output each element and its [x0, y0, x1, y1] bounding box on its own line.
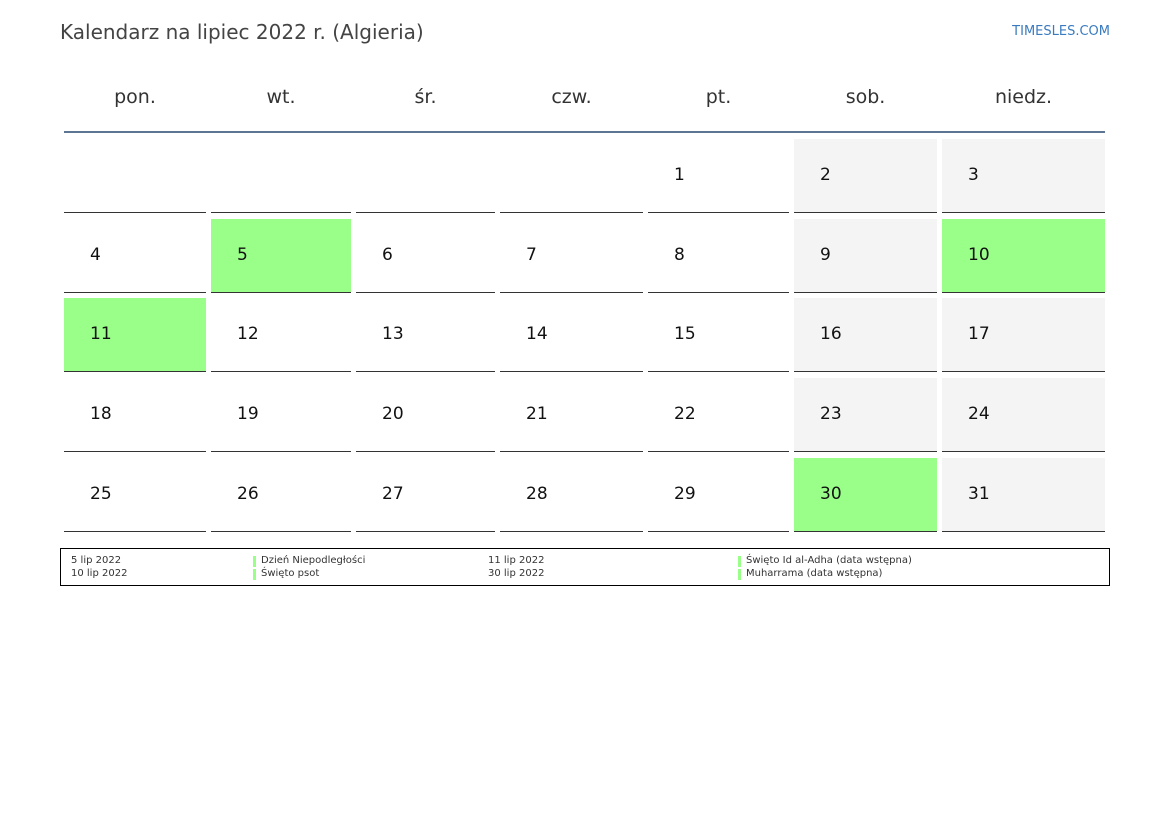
day-cell: 1 [648, 139, 789, 213]
day-cell: 29 [648, 458, 789, 532]
day-cell: 30 [794, 458, 937, 532]
day-number: 17 [968, 324, 990, 344]
day-number: 20 [382, 404, 404, 424]
day-cell: 16 [794, 298, 937, 372]
day-cell: 3 [942, 139, 1105, 213]
day-cell: 19 [211, 378, 351, 452]
day-number: 28 [526, 484, 548, 504]
day-cell: 17 [942, 298, 1105, 372]
holiday-date: 30 lip 2022 [488, 568, 545, 579]
header-rule [64, 131, 1105, 133]
day-number: 13 [382, 324, 404, 344]
day-cell: 9 [794, 219, 937, 293]
day-number: 31 [968, 484, 990, 504]
holiday-name: Muharrama (data wstępna) [746, 568, 883, 579]
day-cell: 12 [211, 298, 351, 372]
holiday-name: Święto psot [261, 568, 320, 579]
weekday-label: sob. [845, 86, 886, 108]
day-cell [356, 139, 495, 213]
weekday-label: śr. [414, 86, 437, 108]
day-number: 30 [820, 484, 842, 504]
day-cell [64, 139, 206, 213]
weekday-label: niedz. [994, 86, 1053, 108]
day-number: 27 [382, 484, 404, 504]
day-number: 29 [674, 484, 696, 504]
day-number: 9 [820, 245, 831, 265]
day-cell: 14 [500, 298, 643, 372]
day-cell [500, 139, 643, 213]
day-cell: 8 [648, 219, 789, 293]
site-link[interactable]: TIMESLES.COM [1012, 24, 1110, 39]
holiday-date: 10 lip 2022 [71, 568, 128, 579]
day-cell: 31 [942, 458, 1105, 532]
holiday-name: Dzień Niepodległości [261, 555, 366, 566]
day-cell: 26 [211, 458, 351, 532]
day-number: 2 [820, 165, 831, 185]
holiday-date: 11 lip 2022 [488, 555, 545, 566]
holiday-marker [253, 569, 256, 580]
day-number: 7 [526, 245, 537, 265]
day-number: 26 [237, 484, 259, 504]
day-cell: 27 [356, 458, 495, 532]
day-number: 11 [90, 324, 112, 344]
day-number: 1 [674, 165, 685, 185]
weekday-label: pon. [114, 86, 156, 108]
day-number: 19 [237, 404, 259, 424]
day-number: 3 [968, 165, 979, 185]
day-number: 16 [820, 324, 842, 344]
day-number: 23 [820, 404, 842, 424]
day-cell [211, 139, 351, 213]
day-number: 4 [90, 245, 101, 265]
day-number: 6 [382, 245, 393, 265]
day-cell: 22 [648, 378, 789, 452]
day-cell: 5 [211, 219, 351, 293]
holiday-date: 5 lip 2022 [71, 555, 122, 566]
day-number: 14 [526, 324, 548, 344]
title: Kalendarz na lipiec 2022 r. (Algieria) [60, 20, 424, 44]
day-cell: 13 [356, 298, 495, 372]
weekday-label: pt. [705, 86, 732, 108]
day-cell: 23 [794, 378, 937, 452]
holiday-marker [738, 556, 741, 567]
day-number: 12 [237, 324, 259, 344]
day-cell: 15 [648, 298, 789, 372]
weekday-label: wt. [266, 86, 296, 108]
day-cell: 28 [500, 458, 643, 532]
day-number: 22 [674, 404, 696, 424]
day-number: 21 [526, 404, 548, 424]
weekday-label: czw. [551, 86, 592, 108]
day-number: 8 [674, 245, 685, 265]
day-number: 5 [237, 245, 248, 265]
day-cell: 20 [356, 378, 495, 452]
day-cell: 7 [500, 219, 643, 293]
day-cell: 21 [500, 378, 643, 452]
day-number: 24 [968, 404, 990, 424]
day-cell: 10 [942, 219, 1105, 293]
day-cell: 6 [356, 219, 495, 293]
day-cell: 25 [64, 458, 206, 532]
day-cell: 24 [942, 378, 1105, 452]
day-number: 18 [90, 404, 112, 424]
legend: 5 lip 2022 Dzień Niepodległości 10 lip 202… [60, 548, 1110, 586]
day-cell: 4 [64, 219, 206, 293]
day-cell: 2 [794, 139, 937, 213]
holiday-name: Święto Id al-Adha (data wstępna) [746, 555, 912, 566]
holiday-marker [253, 556, 256, 567]
day-cell: 11 [64, 298, 206, 372]
day-cell: 18 [64, 378, 206, 452]
day-number: 10 [968, 245, 990, 265]
day-number: 25 [90, 484, 112, 504]
holiday-marker [738, 569, 741, 580]
day-number: 15 [674, 324, 696, 344]
